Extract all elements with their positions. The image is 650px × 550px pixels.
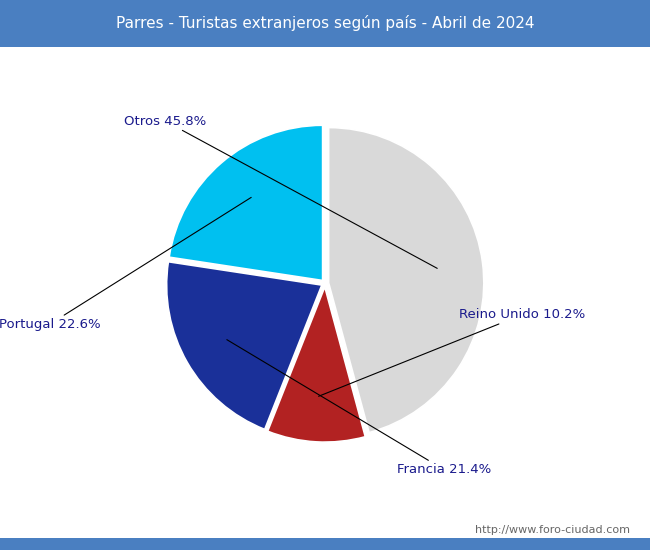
Text: Portugal 22.6%: Portugal 22.6% [0, 197, 251, 331]
Wedge shape [329, 128, 484, 433]
Wedge shape [268, 287, 365, 442]
Text: Parres - Turistas extranjeros según país - Abril de 2024: Parres - Turistas extranjeros según país… [116, 15, 534, 31]
Wedge shape [166, 262, 322, 430]
Text: Francia 21.4%: Francia 21.4% [227, 340, 491, 476]
Text: Otros 45.8%: Otros 45.8% [124, 114, 437, 268]
Text: http://www.foro-ciudad.com: http://www.foro-ciudad.com [476, 525, 630, 535]
Text: Reino Unido 10.2%: Reino Unido 10.2% [318, 308, 585, 397]
Wedge shape [169, 125, 322, 280]
